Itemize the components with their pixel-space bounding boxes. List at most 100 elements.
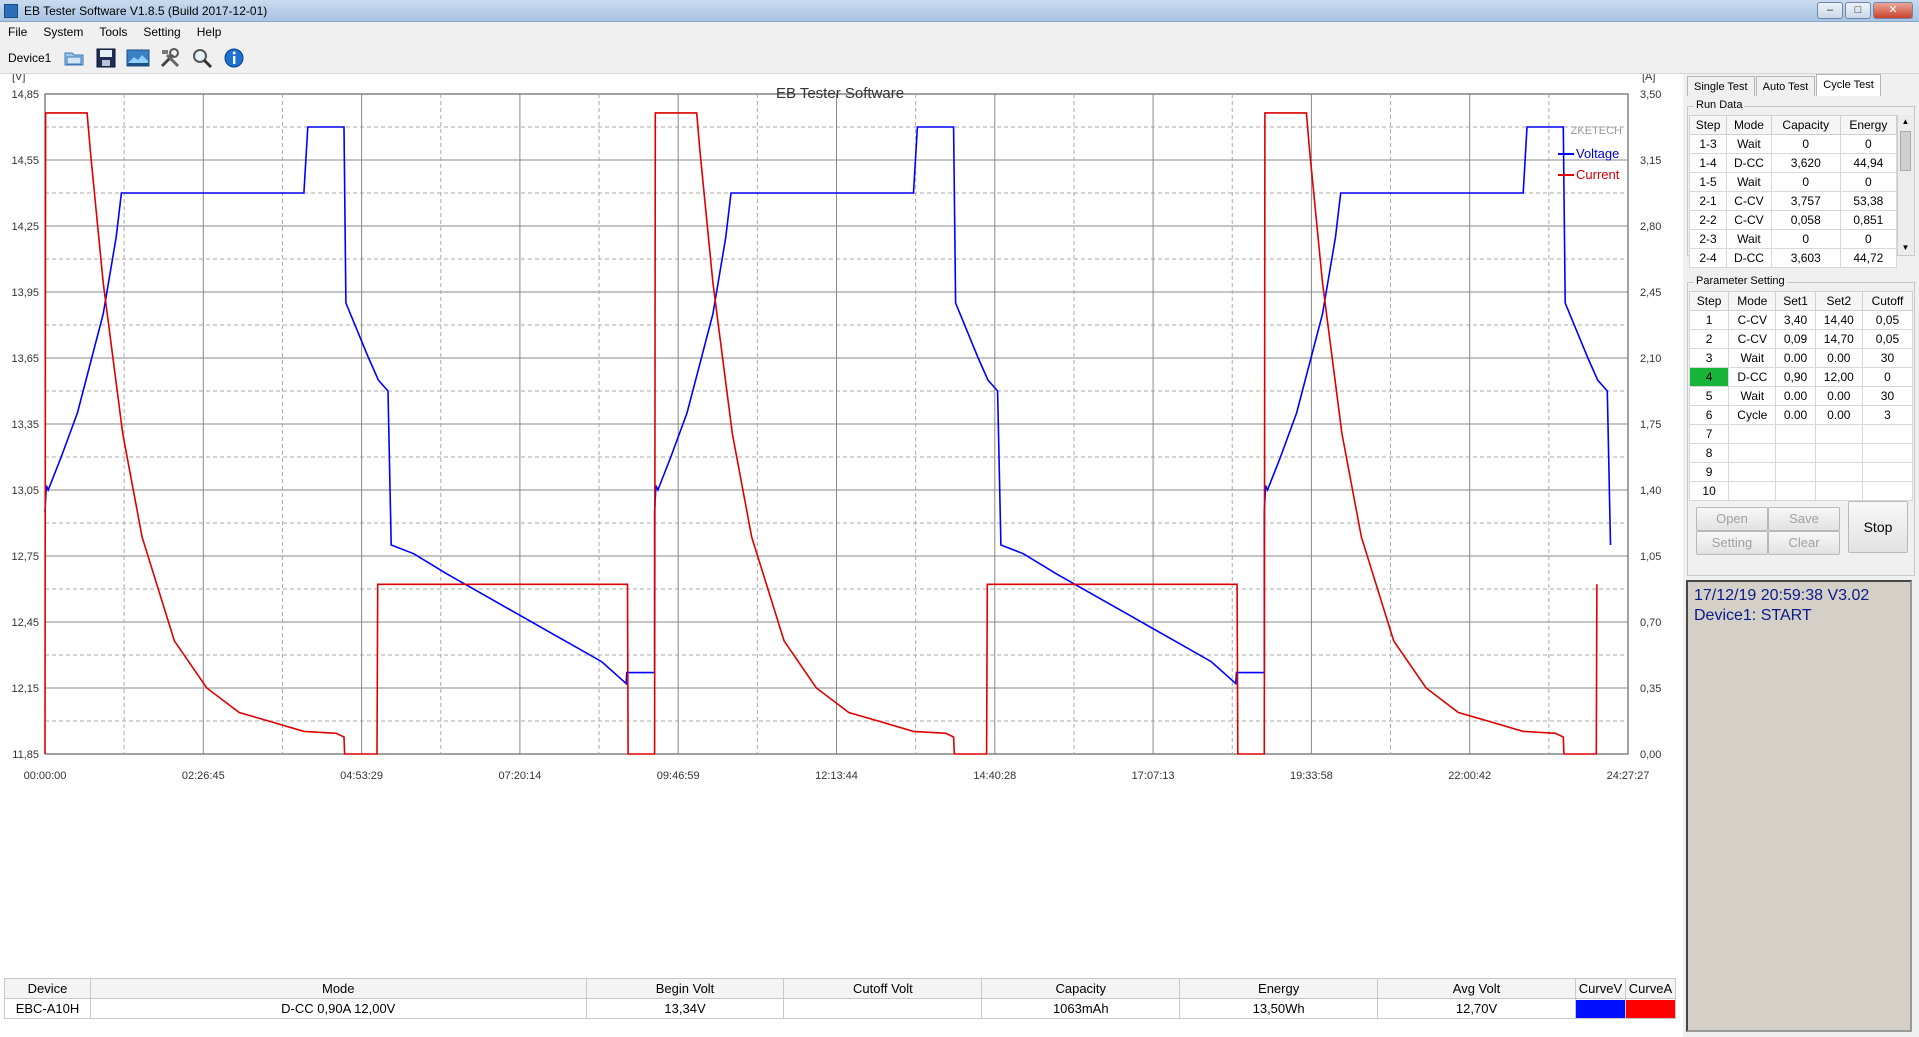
param-cell[interactable]: 0.00 (1775, 405, 1816, 425)
summary-mode: D-CC 0,90A 12,00V (89, 998, 587, 1019)
param-cell[interactable] (1861, 462, 1914, 482)
param-cell[interactable]: 10 (1688, 481, 1730, 501)
param-cell[interactable] (1775, 443, 1816, 463)
param-cell[interactable]: 1 (1688, 310, 1730, 330)
menu-tools[interactable]: Tools (99, 25, 128, 39)
param-cell[interactable]: 8 (1688, 443, 1730, 463)
param-cell[interactable] (1728, 443, 1777, 463)
table-row[interactable]: 7 (1688, 424, 1914, 444)
minimize-button[interactable]: – (1817, 2, 1843, 19)
param-cell[interactable]: 0,09 (1775, 329, 1816, 349)
param-cell[interactable] (1775, 481, 1816, 501)
scroll-thumb[interactable] (1900, 131, 1911, 171)
param-cell[interactable]: 0.00 (1814, 386, 1863, 406)
table-row[interactable]: 1-5 Wait 0 0 (1688, 172, 1898, 192)
param-cell[interactable] (1861, 481, 1914, 501)
curve-v-swatch[interactable] (1575, 999, 1625, 1018)
param-cell[interactable]: 12,00 (1814, 367, 1863, 387)
param-cell[interactable] (1814, 481, 1863, 501)
tab-cycle-test[interactable]: Cycle Test (1816, 74, 1881, 96)
tab-single-test[interactable]: Single Test (1687, 76, 1755, 96)
param-cell[interactable] (1861, 443, 1914, 463)
param-cell[interactable] (1814, 462, 1863, 482)
stop-button[interactable]: Stop (1848, 501, 1908, 553)
setting-button[interactable]: Setting (1696, 531, 1768, 555)
clear-button[interactable]: Clear (1768, 531, 1840, 555)
table-row[interactable]: 1-4 D-CC 3,620 44,94 (1688, 153, 1898, 173)
save-button[interactable]: Save (1768, 507, 1840, 531)
maximize-button[interactable]: □ (1845, 2, 1871, 19)
folder-open-icon[interactable] (61, 45, 87, 71)
param-cell[interactable]: 0,05 (1861, 310, 1914, 330)
param-cell[interactable]: 0 (1861, 367, 1914, 387)
param-cell[interactable]: 0,05 (1861, 329, 1914, 349)
table-row[interactable]: 4 D-CC 0,90 12,00 0 (1688, 367, 1914, 387)
param-cell[interactable] (1775, 462, 1816, 482)
table-row[interactable]: 1 C-CV 3,40 14,40 0,05 (1688, 310, 1914, 330)
param-cell[interactable] (1728, 481, 1777, 501)
menu-file[interactable]: File (8, 25, 28, 39)
param-cell[interactable]: Wait (1728, 348, 1777, 368)
table-row[interactable]: 5 Wait 0.00 0.00 30 (1688, 386, 1914, 406)
y-right-tick-label: 1,75 (1640, 419, 1661, 431)
param-cell[interactable]: 0.00 (1775, 386, 1816, 406)
table-row[interactable]: 1-3 Wait 0 0 (1688, 134, 1898, 154)
run-data-scrollbar[interactable]: ▲ ▼ (1897, 115, 1913, 255)
table-row[interactable]: 6 Cycle 0.00 0.00 3 (1688, 405, 1914, 425)
param-cell[interactable]: 3 (1861, 405, 1914, 425)
search-icon[interactable] (189, 45, 215, 71)
param-cell[interactable]: 3,40 (1775, 310, 1816, 330)
save-icon[interactable] (93, 45, 119, 71)
param-cell[interactable]: 0.00 (1775, 348, 1816, 368)
menu-system[interactable]: System (43, 25, 84, 39)
curve-a-color[interactable] (1624, 998, 1677, 1019)
table-row[interactable]: 8 (1688, 443, 1914, 463)
param-cell[interactable]: Cycle (1728, 405, 1777, 425)
param-cell[interactable]: C-CV (1728, 310, 1777, 330)
param-cell[interactable]: 4 (1688, 367, 1730, 387)
param-cell[interactable]: 30 (1861, 348, 1914, 368)
param-cell[interactable]: C-CV (1728, 329, 1777, 349)
menu-setting[interactable]: Setting (143, 25, 181, 39)
open-button[interactable]: Open (1696, 507, 1768, 531)
param-cell[interactable]: 0.00 (1814, 405, 1863, 425)
table-row[interactable]: 2-4 D-CC 3,603 44,72 (1688, 248, 1898, 268)
curve-a-swatch[interactable] (1625, 999, 1675, 1018)
param-cell[interactable]: 6 (1688, 405, 1730, 425)
device-selector[interactable]: Device1 (8, 50, 52, 65)
menu-help[interactable]: Help (196, 25, 222, 39)
param-cell[interactable]: 0,90 (1775, 367, 1816, 387)
param-cell[interactable] (1775, 424, 1816, 444)
param-cell[interactable]: Wait (1728, 386, 1777, 406)
close-button[interactable]: ✕ (1873, 2, 1913, 19)
param-cell[interactable] (1814, 443, 1863, 463)
param-cell[interactable]: 3 (1688, 348, 1730, 368)
param-cell[interactable]: 5 (1688, 386, 1730, 406)
param-cell[interactable]: 7 (1688, 424, 1730, 444)
param-cell[interactable]: 0.00 (1814, 348, 1863, 368)
scroll-up-icon[interactable]: ▲ (1901, 117, 1910, 126)
param-cell[interactable]: 2 (1688, 329, 1730, 349)
tools-icon[interactable] (157, 45, 183, 71)
param-cell[interactable]: 14,70 (1814, 329, 1863, 349)
param-cell[interactable] (1861, 424, 1914, 444)
table-row[interactable]: 9 (1688, 462, 1914, 482)
param-cell[interactable]: D-CC (1728, 367, 1777, 387)
scroll-down-icon[interactable]: ▼ (1901, 243, 1910, 252)
table-row[interactable]: 10 (1688, 481, 1914, 501)
param-cell[interactable] (1728, 424, 1777, 444)
table-row[interactable]: 2-3 Wait 0 0 (1688, 229, 1898, 249)
param-cell[interactable]: 30 (1861, 386, 1914, 406)
table-row[interactable]: 3 Wait 0.00 0.00 30 (1688, 348, 1914, 368)
curve-v-color[interactable] (1574, 998, 1626, 1019)
table-row[interactable]: 2 C-CV 0,09 14,70 0,05 (1688, 329, 1914, 349)
info-icon[interactable] (221, 45, 247, 71)
param-cell[interactable]: 9 (1688, 462, 1730, 482)
image-icon[interactable] (125, 45, 151, 71)
tab-auto-test[interactable]: Auto Test (1755, 76, 1816, 96)
param-cell[interactable]: 14,40 (1814, 310, 1863, 330)
table-row[interactable]: 2-1 C-CV 3,757 53,38 (1688, 191, 1898, 211)
param-cell[interactable] (1814, 424, 1863, 444)
table-row[interactable]: 2-2 C-CV 0,058 0,851 (1688, 210, 1898, 230)
param-cell[interactable] (1728, 462, 1777, 482)
